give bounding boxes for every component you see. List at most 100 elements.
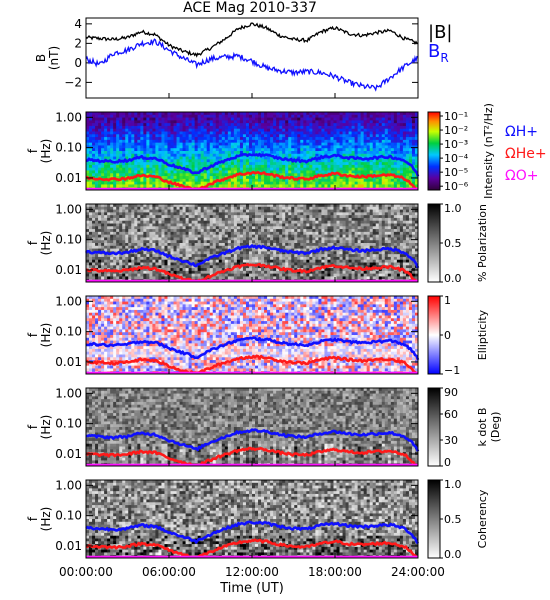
spectrogram-cell — [309, 173, 313, 177]
spectrogram-cell — [282, 164, 286, 169]
spectrogram-cell — [303, 145, 307, 149]
spectrogram-cell — [173, 276, 177, 280]
spectrogram-cell — [131, 131, 135, 135]
spectrogram-cell — [315, 181, 319, 185]
spectrogram-cell — [161, 181, 165, 185]
spectrogram-cell — [357, 167, 362, 171]
spectrogram-cell — [92, 243, 96, 247]
spectrogram-cell — [212, 139, 217, 144]
spectrogram-cell — [167, 167, 171, 171]
spectrogram-cell — [170, 134, 174, 138]
spectrogram-cell — [92, 273, 96, 277]
spectrogram-cell — [354, 142, 359, 146]
spectrogram-cell — [86, 117, 90, 121]
spectrogram-cell — [360, 184, 365, 188]
spectrogram-cell — [143, 262, 147, 266]
spectrogram-cell — [233, 134, 238, 138]
spectrogram-cell — [288, 134, 292, 138]
spectrogram-cell — [110, 123, 114, 127]
spectrogram-cell — [191, 215, 196, 219]
spectrogram-cell — [282, 209, 286, 213]
spectrogram-cell — [128, 123, 132, 127]
spectrogram-cell — [134, 276, 138, 280]
spectrogram-cell — [381, 153, 386, 157]
spectrogram-cell — [264, 251, 268, 255]
spectrogram-cell — [324, 178, 328, 183]
spectrogram-cell — [330, 134, 334, 138]
spectrogram-cell — [300, 170, 304, 174]
spectrogram-cell — [167, 128, 171, 132]
spectrogram-cell — [152, 262, 156, 266]
spectrogram-cell — [236, 117, 241, 121]
spectrogram-cell — [261, 234, 265, 238]
spectrogram-cell — [321, 117, 325, 121]
spectrogram-cell — [321, 170, 325, 174]
spectrogram-cell — [224, 206, 229, 210]
spectrogram-cell — [182, 215, 186, 219]
spectrogram-cell — [276, 270, 280, 275]
spectrogram-cell — [170, 123, 174, 127]
spectrogram-cell — [276, 151, 280, 155]
spectrogram-cell — [402, 134, 407, 138]
spectrogram-cell — [411, 131, 416, 135]
spectrogram-cell — [408, 112, 413, 116]
spectrogram-cell — [321, 164, 325, 169]
spectrogram-cell — [312, 173, 316, 177]
spectrogram-cell — [399, 153, 404, 157]
spectrogram-cell — [252, 184, 256, 188]
spectrogram-cell — [218, 220, 223, 224]
spectrogram-cell — [227, 259, 232, 263]
spectrogram-cell — [188, 256, 193, 261]
spectrogram-cell — [261, 151, 265, 155]
spectrogram-cell — [95, 131, 99, 135]
spectrogram-cell — [233, 245, 238, 249]
spectrogram-cell — [167, 237, 171, 241]
spectrogram-cell — [236, 268, 241, 272]
spectrogram-cell — [236, 270, 241, 275]
spectrogram-cell — [264, 215, 268, 219]
spectrogram-cell — [276, 220, 280, 224]
spectrogram-cell — [203, 212, 208, 216]
spectrogram-cell — [227, 215, 232, 219]
spectrogram-cell — [345, 134, 349, 138]
spectrogram-cell — [107, 240, 111, 244]
spectrogram-cell — [92, 270, 96, 275]
spectrogram-cell — [209, 229, 214, 233]
spectrogram-cell — [209, 128, 214, 132]
spectrogram-cell — [261, 173, 265, 177]
spectrogram-cell — [351, 151, 356, 155]
spectrogram-cell — [282, 217, 286, 222]
spectrogram-cell — [414, 181, 419, 185]
spectrogram-cell — [197, 231, 202, 236]
spectrogram-cell — [399, 148, 404, 152]
spectrogram-cell — [279, 265, 283, 269]
spectrogram-cell — [279, 170, 283, 174]
y-tick-label: 0.10 — [55, 141, 82, 155]
spectrogram-cell — [408, 151, 413, 155]
spectrogram-cell — [375, 148, 380, 152]
spectrogram-cell — [155, 173, 159, 177]
spectrogram-cell — [197, 243, 202, 247]
spectrogram-cell — [92, 178, 96, 183]
spectrogram-cell — [248, 156, 253, 160]
spectrogram-cell — [95, 254, 99, 258]
spectrogram-cell — [182, 137, 186, 141]
spectrogram-cell — [221, 254, 226, 258]
spectrogram-cell — [327, 181, 331, 185]
spectrogram-cell — [378, 142, 383, 146]
spectrogram-cell — [342, 142, 346, 146]
spectrogram-cell — [218, 142, 223, 146]
spectrogram-cell — [248, 234, 253, 238]
spectrogram-cell — [321, 159, 325, 163]
spectrogram-cell — [158, 229, 162, 233]
spectrogram-cell — [258, 248, 262, 252]
spectrogram-cell — [330, 181, 334, 185]
spectrogram-cell — [143, 145, 147, 149]
spectrogram-cell — [384, 170, 389, 174]
spectrogram-cell — [261, 209, 265, 213]
spectrogram-cell — [122, 245, 126, 249]
spectrogram-cell — [170, 204, 174, 208]
spectrogram-cell — [116, 256, 120, 261]
spectrogram-cell — [140, 148, 144, 152]
y-axis-label-line: B — [34, 54, 48, 62]
